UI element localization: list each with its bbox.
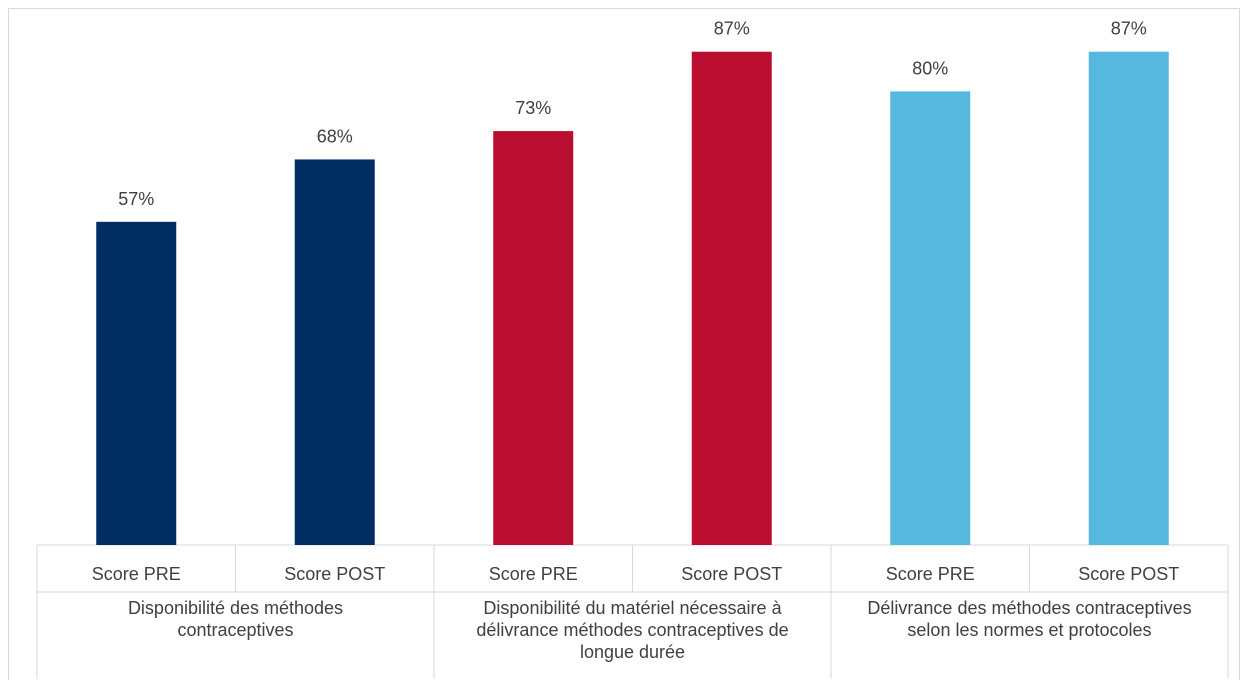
- bar: [691, 51, 772, 546]
- data-label: 87%: [714, 19, 750, 39]
- group-label: Délivrance des méthodes contraceptives se…: [831, 597, 1228, 641]
- group-label: Disponibilité du matériel nécessaire à dé…: [434, 597, 831, 663]
- group-label-line: longue durée: [579, 642, 686, 662]
- data-label: 87%: [1111, 19, 1147, 39]
- bar: [294, 159, 375, 545]
- bar: [1088, 51, 1169, 546]
- group-label: Disponibilité des méthodes contraceptives: [37, 597, 434, 641]
- category-label: Score PRE: [92, 564, 181, 584]
- group-label-line: Disponibilité du matériel nécessaire à: [483, 598, 782, 618]
- data-label: 57%: [118, 189, 154, 209]
- category-label: Score POST: [284, 564, 385, 584]
- group-label-line: selon les normes et protocoles: [907, 620, 1152, 640]
- data-label: 73%: [515, 98, 551, 118]
- group-label-line: Délivrance des méthodes contraceptives: [867, 598, 1192, 618]
- group-label-line: délivrance méthodes contraceptives de: [476, 620, 789, 640]
- category-label: Score PRE: [489, 564, 578, 584]
- bar: [493, 131, 574, 545]
- category-label: Score PRE: [886, 564, 975, 584]
- category-label: Score POST: [681, 564, 782, 584]
- category-label: Score POST: [1078, 564, 1179, 584]
- data-label: 80%: [912, 58, 948, 78]
- group-label-line: contraceptives: [177, 620, 294, 640]
- data-label: 68%: [317, 126, 353, 146]
- bar: [890, 91, 971, 546]
- group-label-line: Disponibilité des méthodes: [127, 598, 344, 618]
- bar: [96, 221, 177, 545]
- chart-frame: [8, 8, 1240, 680]
